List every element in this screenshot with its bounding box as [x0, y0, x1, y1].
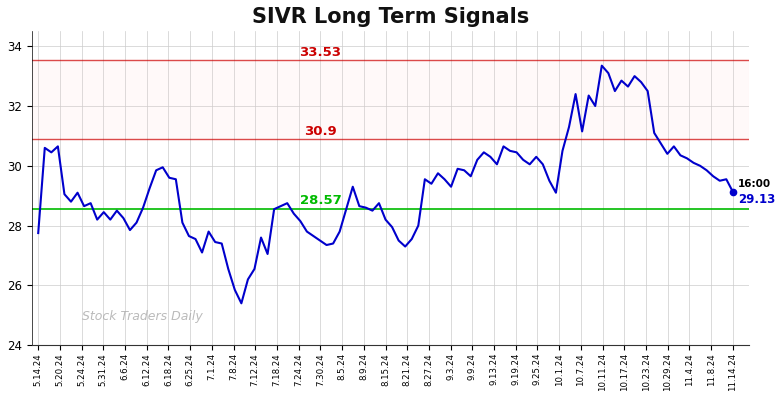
Title: SIVR Long Term Signals: SIVR Long Term Signals [252, 7, 529, 27]
Bar [31, 60, 750, 139]
Text: 33.53: 33.53 [299, 46, 341, 59]
Text: 16:00: 16:00 [738, 179, 771, 189]
Text: 28.57: 28.57 [299, 194, 341, 207]
Text: 30.9: 30.9 [304, 125, 337, 138]
Text: 29.13: 29.13 [738, 193, 775, 206]
Text: Stock Traders Daily: Stock Traders Daily [82, 310, 202, 323]
